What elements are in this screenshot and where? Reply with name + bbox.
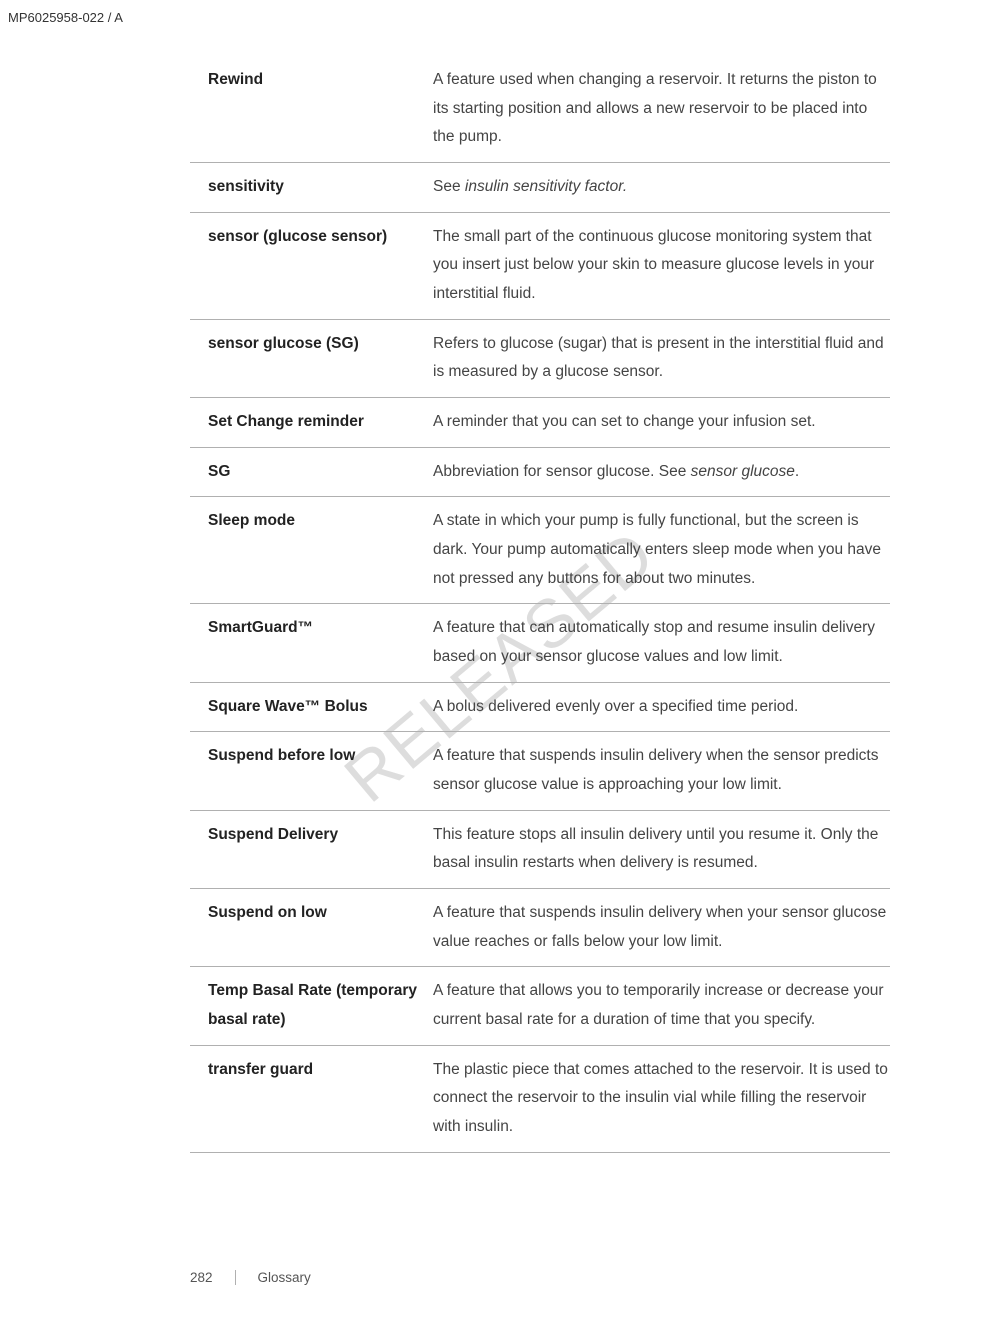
glossary-term: sensor (glucose sensor) [208, 223, 433, 309]
glossary-term: SG [208, 458, 433, 487]
glossary-definition: The small part of the continuous glucose… [433, 223, 890, 309]
glossary-definition: Abbreviation for sensor glucose. See sen… [433, 458, 890, 487]
glossary-definition: This feature stops all insulin delivery … [433, 821, 890, 878]
glossary-row: Suspend Delivery This feature stops all … [190, 811, 890, 889]
glossary-definition: A feature that suspends insulin delivery… [433, 742, 890, 799]
glossary-term: Sleep mode [208, 507, 433, 593]
glossary-definition: See insulin sensitivity factor. [433, 173, 890, 202]
document-code: MP6025958-022 / A [8, 10, 123, 25]
glossary-row: sensitivity See insulin sensitivity fact… [190, 163, 890, 213]
page-footer: 282 Glossary [190, 1270, 311, 1285]
glossary-term: sensor glucose (SG) [208, 330, 433, 387]
glossary-term: Square Wave™ Bolus [208, 693, 433, 722]
glossary-term: Rewind [208, 66, 433, 152]
glossary-definition: A reminder that you can set to change yo… [433, 408, 890, 437]
glossary-term: Suspend before low [208, 742, 433, 799]
section-name: Glossary [258, 1270, 311, 1285]
glossary-row: Sleep mode A state in which your pump is… [190, 497, 890, 604]
glossary-row: Set Change reminder A reminder that you … [190, 398, 890, 448]
glossary-term: transfer guard [208, 1056, 433, 1142]
glossary-definition: A feature that allows you to temporarily… [433, 977, 890, 1034]
glossary-term: sensitivity [208, 173, 433, 202]
glossary-definition: The plastic piece that comes attached to… [433, 1056, 890, 1142]
page-number: 282 [190, 1270, 236, 1285]
glossary-row: sensor glucose (SG) Refers to glucose (s… [190, 320, 890, 398]
glossary-term: SmartGuard™ [208, 614, 433, 671]
glossary-row: SG Abbreviation for sensor glucose. See … [190, 448, 890, 498]
glossary-term: Suspend on low [208, 899, 433, 956]
glossary-definition: A feature used when changing a reservoir… [433, 66, 890, 152]
glossary-row: transfer guard The plastic piece that co… [190, 1046, 890, 1153]
glossary-definition: A feature that can automatically stop an… [433, 614, 890, 671]
glossary-table: Rewind A feature used when changing a re… [190, 56, 890, 1153]
glossary-row: Temp Basal Rate (temporary basal rate) A… [190, 967, 890, 1045]
glossary-term: Set Change reminder [208, 408, 433, 437]
glossary-definition: Refers to glucose (sugar) that is presen… [433, 330, 890, 387]
glossary-definition: A bolus delivered evenly over a specifie… [433, 693, 890, 722]
glossary-row: Rewind A feature used when changing a re… [190, 56, 890, 163]
glossary-definition: A state in which your pump is fully func… [433, 507, 890, 593]
glossary-row: SmartGuard™ A feature that can automatic… [190, 604, 890, 682]
glossary-definition: A feature that suspends insulin delivery… [433, 899, 890, 956]
glossary-term: Temp Basal Rate (temporary basal rate) [208, 977, 433, 1034]
glossary-row: Suspend before low A feature that suspen… [190, 732, 890, 810]
glossary-row: Square Wave™ Bolus A bolus delivered eve… [190, 683, 890, 733]
glossary-term: Suspend Delivery [208, 821, 433, 878]
glossary-row: Suspend on low A feature that suspends i… [190, 889, 890, 967]
glossary-row: sensor (glucose sensor) The small part o… [190, 213, 890, 320]
